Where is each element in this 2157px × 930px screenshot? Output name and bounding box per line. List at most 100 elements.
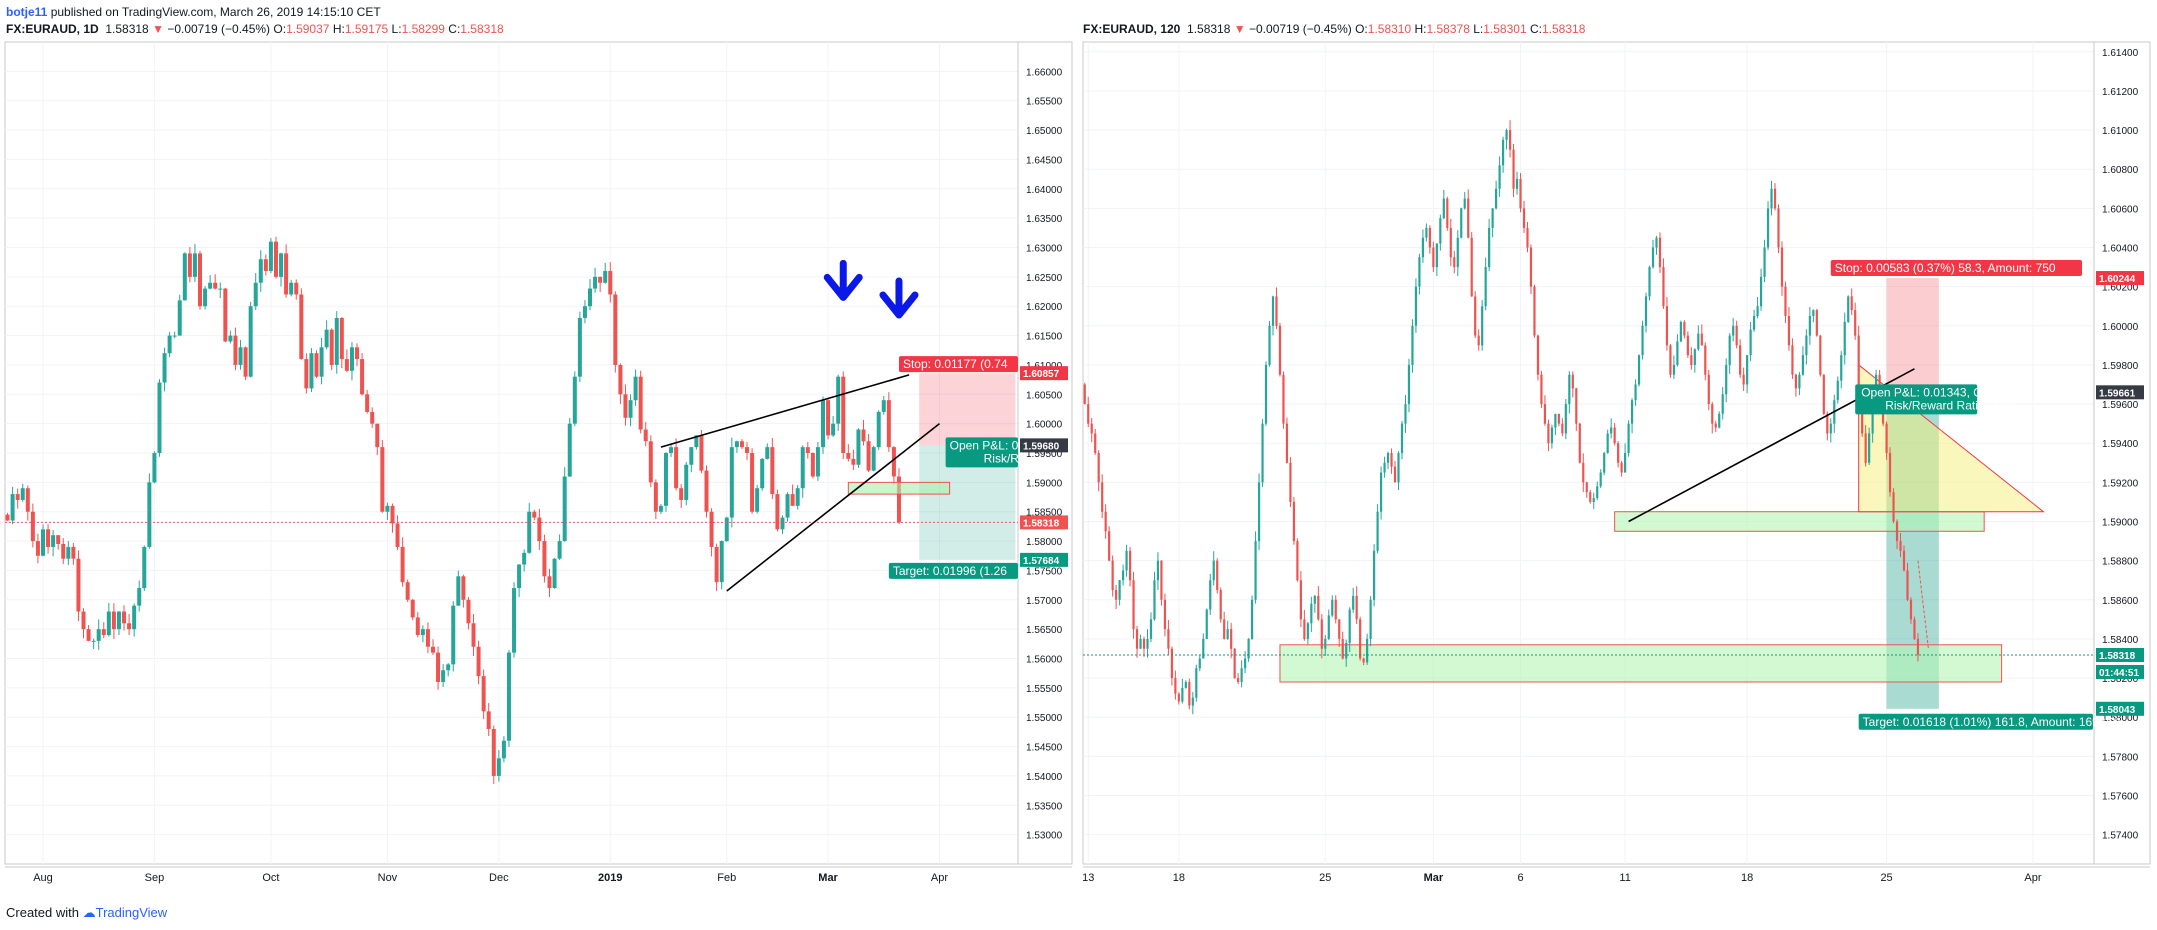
candle-body: [1564, 404, 1567, 434]
price-tag: 01:44:51: [2099, 668, 2139, 679]
candle-body: [451, 605, 456, 665]
y-tick-label: 1.59200: [2102, 478, 2139, 489]
candle-body: [719, 541, 724, 583]
candle-body: [552, 558, 557, 589]
candle-body: [1578, 423, 1581, 463]
risk-reward-label: Risk/Reward Ratio: 2.78: [1885, 398, 2015, 412]
candle-body: [512, 588, 517, 653]
candle-body: [1142, 638, 1146, 649]
tradingview-brand-link[interactable]: TradingView: [95, 905, 168, 920]
right-symbol-label[interactable]: FX:EURAUD, 120: [1083, 22, 1181, 36]
candle-body: [1156, 560, 1160, 581]
candle-body: [1895, 521, 1899, 542]
candle-body: [567, 423, 572, 477]
lower-support-zone: [1279, 644, 2003, 683]
candle-body: [1857, 335, 1860, 405]
candle-body: [198, 253, 203, 307]
candle-body: [846, 453, 851, 459]
candle-body: [233, 335, 238, 365]
y-tick-label: 1.63000: [1026, 244, 1063, 255]
candle-body: [263, 259, 268, 271]
candle-body: [1094, 433, 1097, 453]
two-hour-candlestick-chart[interactable]: 1.61400 1.61200 1.61000 1.60800 1.60600 1.604…: [0, 0, 2157, 900]
candle-body: [1620, 462, 1623, 473]
candle-body: [436, 652, 441, 682]
y-tick-label: 1.54000: [1026, 772, 1063, 783]
candle-body: [1456, 237, 1459, 268]
left-change: −0.00719 (−0.45%): [167, 22, 271, 36]
candle-body: [122, 611, 127, 624]
candle-body: [1359, 619, 1362, 659]
price-tag-bg: [1020, 552, 1068, 567]
candle-body: [162, 353, 167, 383]
y-tick-label: 1.58600: [2102, 596, 2139, 607]
candle-body: [1508, 130, 1512, 150]
target-label: Target: 0.01996 (1.26: [893, 564, 1007, 578]
candle-body: [1665, 306, 1669, 346]
candle-body: [1362, 658, 1365, 663]
target-label-bg: [888, 562, 1018, 579]
candle-body: [795, 488, 800, 506]
candle-body: [349, 347, 354, 371]
y-tick-label: 1.64000: [1026, 185, 1063, 196]
publish-info: published on TradingView.com, March 26, …: [50, 5, 381, 19]
candle-body: [1648, 267, 1651, 297]
y-tick-label: 1.59000: [2102, 518, 2139, 529]
candle-body: [1296, 541, 1299, 581]
candle-body: [319, 347, 324, 377]
candle-body: [1815, 310, 1818, 336]
candle-body: [1108, 531, 1111, 561]
candle-body: [1121, 570, 1125, 581]
candle-body: [593, 276, 598, 289]
candle-body: [446, 664, 451, 671]
candle-body: [1669, 345, 1672, 375]
candle-body: [1400, 423, 1404, 453]
candle-body: [643, 429, 648, 442]
candle-body: [1906, 570, 1909, 600]
candle-body: [1658, 237, 1662, 268]
down-arrow-icon: [879, 277, 919, 319]
candle-body: [1244, 658, 1247, 669]
candle-body: [10, 494, 15, 521]
candle-body: [91, 640, 96, 642]
publisher-username[interactable]: botje11: [6, 5, 48, 19]
candle-body: [127, 623, 132, 630]
candle-body: [1090, 423, 1093, 434]
y-tick-label: 1.58800: [2102, 557, 2139, 568]
stop-loss-zone: [1886, 278, 1939, 393]
daily-candlestick-chart[interactable]: 1.66000 1.65500 1.65000 1.64500 1.64000 1.635…: [0, 0, 1078, 900]
candle-body: [1146, 638, 1149, 649]
candle-body: [1240, 668, 1243, 682]
candle-body: [633, 376, 638, 401]
candle-body: [425, 629, 430, 647]
y-tick-label: 1.58200: [2102, 674, 2139, 685]
candle-body: [1226, 629, 1229, 639]
left-open-value: 1.59037: [286, 22, 330, 36]
candle-body: [289, 282, 294, 295]
candle-body: [765, 447, 770, 459]
candle-body: [1369, 599, 1372, 639]
candle-body: [1491, 208, 1494, 228]
x-tick-label: 11: [1619, 872, 1630, 884]
left-symbol-label[interactable]: FX:EURAUD, 1D: [6, 22, 99, 36]
pnl-label-bg: [1855, 384, 1978, 415]
candle-body: [532, 511, 537, 518]
y-tick-label: 1.58000: [1026, 537, 1063, 548]
candle-body: [329, 329, 334, 365]
right-ohlc-legend: FX:EURAUD, 120 1.58318 ▼ −0.00719 (−0.45…: [1083, 22, 1585, 36]
candle-body: [142, 546, 147, 589]
candle-body: [876, 411, 881, 448]
candle-body: [405, 582, 410, 600]
candle-body: [1742, 374, 1745, 385]
stop-label: Stop: 0.01177 (0.74: [903, 357, 1008, 371]
y-tick-label: 1.55500: [1026, 684, 1063, 695]
candle-body: [1596, 486, 1599, 499]
y-tick-label: 1.60500: [1026, 390, 1063, 401]
candle-body: [1230, 629, 1233, 649]
x-tick-label: Apr: [2024, 872, 2041, 884]
upper-trendline: [660, 374, 910, 448]
candle-body: [1352, 595, 1355, 610]
candle-body: [243, 347, 248, 377]
price-tag: 1.58318: [1023, 518, 1060, 529]
candle-body: [1773, 188, 1777, 209]
